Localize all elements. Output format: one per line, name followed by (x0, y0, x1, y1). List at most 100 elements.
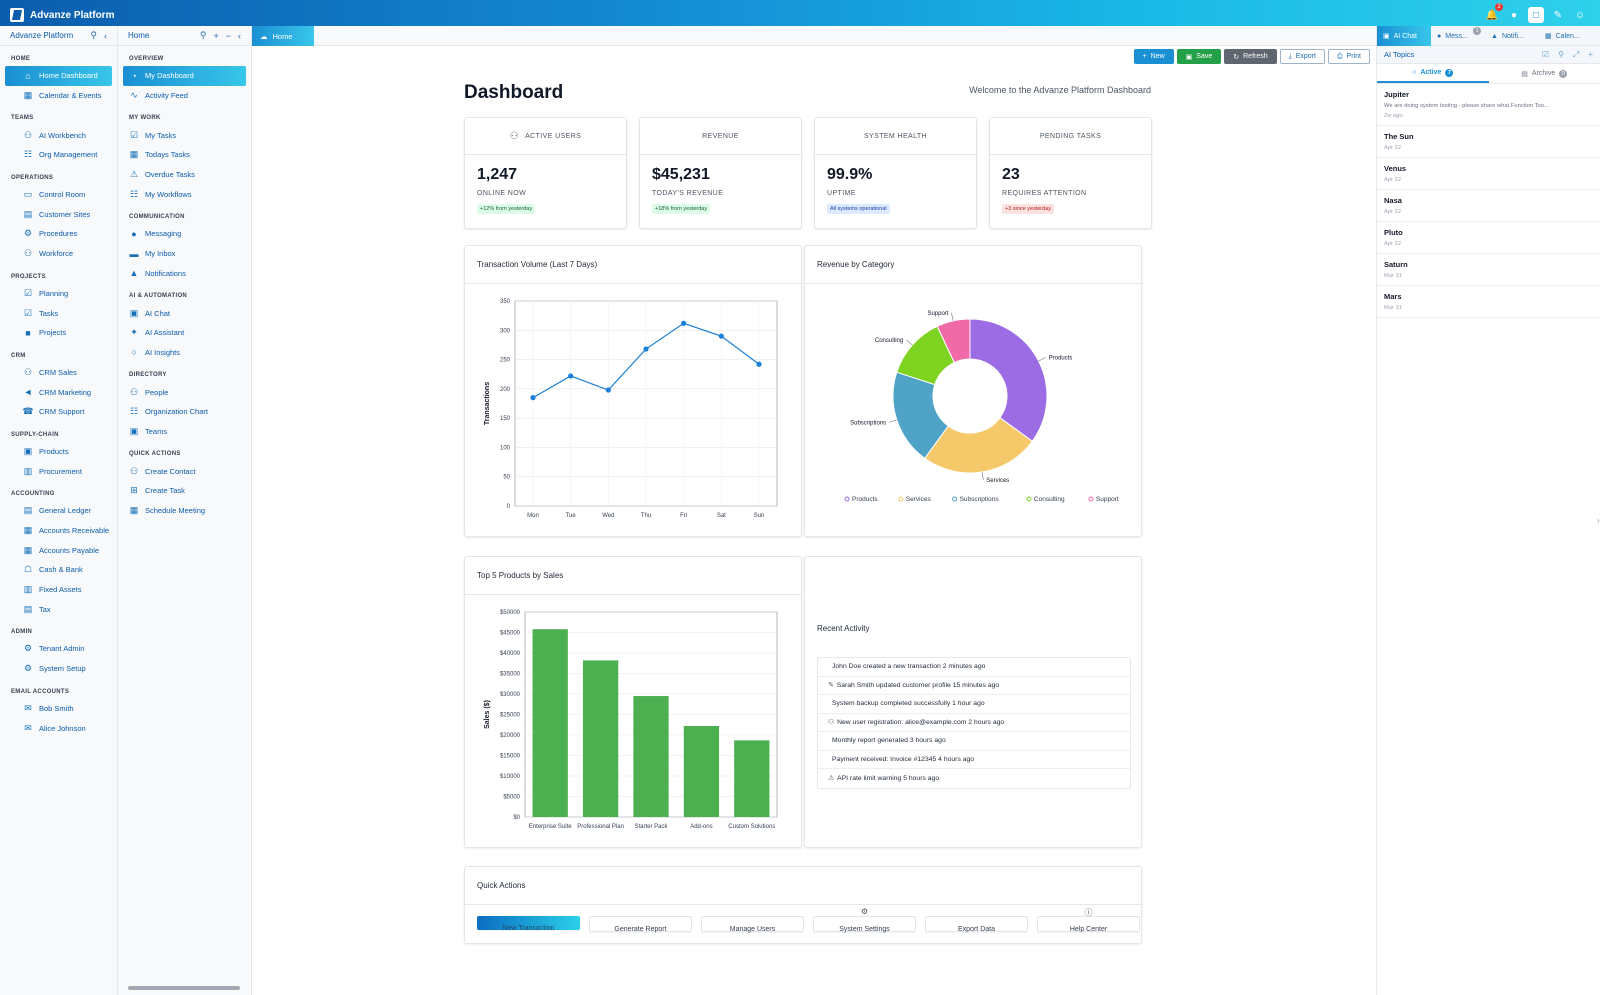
user-icon[interactable]: ☺ (1574, 9, 1586, 21)
sidebar-item-procedures[interactable]: ⚙ Procedures (5, 224, 112, 244)
minus-icon[interactable]: − (225, 30, 231, 41)
y-tick-label: 200 (500, 387, 511, 393)
sidebar-item-create-task[interactable]: ⊞ Create Task (123, 481, 246, 501)
sidebar-item-crm-marketing[interactable]: ◄ CRM Marketing (5, 382, 112, 402)
chat-icon[interactable]: □ (1528, 7, 1544, 23)
sidebar-item-ai-assistant[interactable]: ✦ AI Assistant (123, 323, 246, 343)
sidebar-item-alice-johnson[interactable]: ✉ Alice Johnson (5, 718, 112, 738)
collapse-icon[interactable]: ‹ (238, 30, 241, 41)
sidebar-item-ai-workbench[interactable]: ⚇ AI Workbench (5, 125, 112, 145)
topic-item[interactable]: Jupiter We are doing system testing - ple… (1377, 84, 1600, 126)
sidebar-item-my-tasks[interactable]: ☑ My Tasks (123, 125, 246, 145)
add-icon[interactable]: + (1588, 50, 1593, 59)
sidebar-item-notifications[interactable]: ▲ Notifications (123, 264, 246, 284)
subtab-active[interactable]: ○ Active 7 (1377, 64, 1489, 83)
topic-item[interactable]: The Sun Apr 22 (1377, 126, 1600, 158)
sidebar-item-ai-insights[interactable]: ○ AI Insights (123, 343, 246, 363)
resize-handle[interactable]: › (1597, 516, 1600, 525)
topic-item[interactable]: Venus Apr 22 (1377, 158, 1600, 190)
topic-item[interactable]: Nasa Apr 22 (1377, 190, 1600, 222)
sidebar-item-accounts-payable[interactable]: ▦ Accounts Payable (5, 540, 112, 560)
rpanel-tab-2[interactable]: ▲ Notifi... (1485, 26, 1539, 46)
sidebar-item-workforce[interactable]: ⚇ Workforce (5, 244, 112, 264)
sidebar-item-accounts-receivable[interactable]: ▦ Accounts Receivable (5, 521, 112, 541)
recent-activity-card: Recent Activity John Doe created a new t… (804, 556, 1142, 848)
cart-icon: ▥ (23, 465, 33, 476)
rpanel-tab-1[interactable]: ● Mess... 1 (1431, 26, 1485, 46)
sidebar-item-tenant-admin[interactable]: ⚙ Tenant Admin (5, 639, 112, 659)
refresh-button[interactable]: ↻ Refresh (1224, 49, 1277, 64)
sidebar-item-crm-sales[interactable]: ⚇ CRM Sales (5, 363, 112, 383)
rpanel-tab-0[interactable]: ▣ AI Chat (1377, 26, 1431, 46)
subtab-label: Active (1420, 69, 1442, 76)
add-icon[interactable]: + (213, 30, 219, 41)
sidebar-item-org-management[interactable]: ☷ Org Management (5, 145, 112, 165)
sidebar-item-todays-tasks[interactable]: ▦ Todays Tasks (123, 145, 246, 165)
print-button-label: Print (1346, 53, 1361, 60)
sidebar-item-products[interactable]: ▣ Products (5, 442, 112, 462)
subtab-archive[interactable]: ▤ Archive 0 (1489, 64, 1600, 83)
rpanel-tab-label: AI Chat (1393, 32, 1417, 40)
sidebar-item-my-workflows[interactable]: ☷ My Workflows (123, 184, 246, 204)
export-button[interactable]: ⤓ Export (1279, 49, 1325, 64)
sidebar-item-planning[interactable]: ☑ Planning (5, 284, 112, 304)
topic-item[interactable]: Mars Mar 31 (1377, 286, 1600, 318)
sidebar-item-label: My Workflows (145, 189, 192, 199)
bell-icon[interactable]: 🔔 2 (1484, 3, 1503, 23)
mail-icon: ✉ (24, 722, 32, 733)
save-button[interactable]: ▣ Save (1176, 49, 1222, 64)
sidebar-item-crm-support[interactable]: ☎ CRM Support (5, 402, 112, 422)
sidebar-item-label: People (145, 387, 169, 397)
checkbox-icon: ☑ (129, 129, 139, 140)
search-icon[interactable]: ⚲ (90, 30, 97, 40)
quick-action-new-transaction[interactable]: New Transaction (477, 916, 580, 932)
sidebar-item-my-inbox[interactable]: ▬ My Inbox (123, 244, 246, 264)
rpanel-tab-label: Calen... (1555, 32, 1580, 40)
quick-action-help-center[interactable]: ⓘ Help Center (1037, 908, 1140, 933)
sidebar-item-control-room[interactable]: ▭ Control Room (5, 185, 112, 205)
sidebar-item-general-ledger[interactable]: ▤ General Ledger (5, 501, 112, 521)
rpanel-tab-3[interactable]: ▦ Calen... (1539, 26, 1593, 46)
checklist-icon[interactable]: ☑ (1541, 50, 1550, 59)
sidebar-item-activity-feed[interactable]: ∿ Activity Feed (123, 86, 246, 106)
sidebar-item-bob-smith[interactable]: ✉ Bob Smith (5, 699, 112, 719)
sidebar-item-projects[interactable]: ■ Projects (5, 323, 112, 343)
sidebar-item-tax[interactable]: ▤ Tax (5, 599, 112, 619)
sidebar-item-messaging[interactable]: ● Messaging (123, 224, 246, 244)
sidebar-item-system-setup[interactable]: ⚙ System Setup (5, 659, 112, 679)
print-button[interactable]: ⎙ Print (1327, 49, 1370, 64)
edit-icon[interactable]: ✎ (1553, 9, 1563, 21)
scrollbar-thumb[interactable] (128, 986, 240, 990)
sidebar-item-create-contact[interactable]: ⚇ Create Contact (123, 461, 246, 481)
sidebar-item-teams[interactable]: ▣ Teams (123, 422, 246, 442)
sidebar-item-label: Fixed Assets (39, 585, 82, 595)
status-icon[interactable]: ● (1510, 9, 1518, 21)
sidebar-item-customer-sites[interactable]: ▤ Customer Sites (5, 204, 112, 224)
sidebar-item-ai-chat[interactable]: ▣ AI Chat (123, 303, 246, 323)
topic-item[interactable]: Pluto Apr 22 (1377, 222, 1600, 254)
tab-home[interactable]: ☁ Home (252, 26, 314, 46)
new-button[interactable]: + New (1133, 49, 1174, 64)
sidebar-item-overdue-tasks[interactable]: ⚠ Overdue Tasks (123, 165, 246, 185)
sidebar-item-procurement[interactable]: ▥ Procurement (5, 461, 112, 481)
sidebar-item-people[interactable]: ⚇ People (123, 382, 246, 402)
topic-item[interactable]: Saturn Mar 31 (1377, 254, 1600, 286)
collapse-icon[interactable]: ‹ (104, 30, 107, 41)
sidebar-item-cash-bank[interactable]: ☖ Cash & Bank (5, 560, 112, 580)
sidebar-item-label: Notifications (145, 268, 186, 278)
sidebar-item-organization-chart[interactable]: ☷ Organization Chart (123, 402, 246, 422)
horizontal-scrollbar[interactable] (122, 985, 248, 991)
quick-action-system-settings[interactable]: ⚙ System Settings (813, 907, 916, 933)
sidebar-item-fixed-assets[interactable]: ▥ Fixed Assets (5, 580, 112, 600)
quick-action-generate-report[interactable]: Generate Report (589, 916, 692, 933)
search-icon[interactable]: ⚲ (1558, 50, 1564, 59)
sidebar-item-tasks[interactable]: ☑ Tasks (5, 303, 112, 323)
sidebar-item-calendar-events[interactable]: ▦ Calendar & Events (5, 86, 112, 106)
sidebar-item-schedule-meeting[interactable]: ▦ Schedule Meeting (123, 501, 246, 521)
quick-action-manage-users[interactable]: Manage Users (701, 916, 804, 933)
expand-icon[interactable]: ⤢ (1572, 49, 1580, 59)
search-icon[interactable]: ⚲ (199, 30, 207, 40)
sidebar-item-home-dashboard[interactable]: ⌂ Home Dashboard (5, 66, 112, 86)
sidebar-item-my-dashboard[interactable]: ◔ My Dashboard (123, 66, 246, 86)
quick-action-export-data[interactable]: Export Data (925, 916, 1028, 933)
